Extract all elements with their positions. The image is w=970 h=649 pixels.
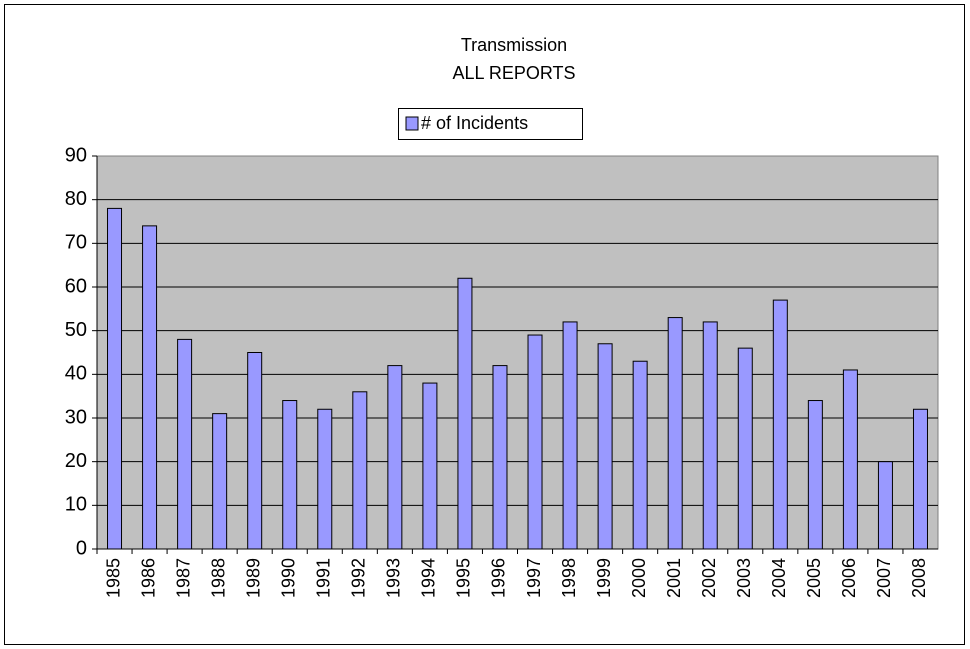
bar bbox=[247, 352, 263, 550]
x-tick-label: 1993 bbox=[384, 558, 404, 598]
x-tick-label: 1987 bbox=[173, 558, 193, 598]
bar bbox=[702, 321, 718, 550]
x-tick-label: 2001 bbox=[664, 558, 684, 598]
bar bbox=[317, 408, 333, 550]
x-tick-label: 1998 bbox=[559, 558, 579, 598]
x-tick-label: 1999 bbox=[594, 558, 614, 598]
legend-swatch bbox=[405, 116, 419, 131]
y-tick-label: 80 bbox=[65, 188, 87, 210]
bar bbox=[177, 338, 193, 550]
x-tick-label: 1986 bbox=[138, 558, 158, 598]
x-tick-label: 1992 bbox=[349, 558, 369, 598]
x-tick-label: 1996 bbox=[489, 558, 509, 598]
y-tick-label: 90 bbox=[65, 144, 87, 166]
plot-area bbox=[96, 155, 939, 550]
x-tick-label: 1985 bbox=[103, 558, 123, 598]
legend-label: # of Incidents bbox=[421, 113, 528, 133]
bar bbox=[737, 347, 753, 550]
y-tick-label: 10 bbox=[65, 494, 87, 516]
x-tick-label: 2005 bbox=[804, 558, 824, 598]
bar bbox=[842, 369, 858, 550]
y-tick-label: 20 bbox=[65, 450, 87, 472]
x-tick-label: 2006 bbox=[839, 558, 859, 598]
bar bbox=[597, 343, 613, 550]
x-tick-label: 1989 bbox=[243, 558, 263, 598]
bar bbox=[912, 408, 928, 550]
legend-box bbox=[398, 108, 583, 140]
bar bbox=[807, 400, 823, 550]
x-tick-label: 1991 bbox=[314, 558, 334, 598]
x-tick-label: 1994 bbox=[419, 558, 439, 598]
bar bbox=[772, 299, 788, 550]
bar bbox=[632, 360, 648, 550]
chart-subtitle: ALL REPORTS bbox=[452, 63, 575, 83]
bar bbox=[562, 321, 578, 550]
bar bbox=[387, 365, 403, 550]
bar bbox=[527, 334, 543, 550]
bar bbox=[492, 365, 508, 550]
bar bbox=[142, 225, 158, 550]
x-tick-label: 2002 bbox=[699, 558, 719, 598]
y-tick-label: 40 bbox=[65, 363, 87, 385]
chart-title: Transmission bbox=[461, 35, 567, 55]
bar bbox=[212, 413, 228, 550]
bar bbox=[877, 461, 893, 550]
y-tick-label: 70 bbox=[65, 232, 87, 254]
bar bbox=[282, 400, 298, 550]
x-tick-label: 2000 bbox=[629, 558, 649, 598]
x-tick-label: 2004 bbox=[769, 558, 789, 598]
x-tick-label: 2007 bbox=[874, 558, 894, 598]
y-tick-label: 50 bbox=[65, 319, 87, 341]
bar bbox=[667, 317, 683, 550]
bar bbox=[107, 207, 123, 550]
x-tick-label: 1997 bbox=[524, 558, 544, 598]
x-tick-label: 1988 bbox=[208, 558, 228, 598]
x-tick-label: 1995 bbox=[454, 558, 474, 598]
bar bbox=[422, 382, 438, 550]
bar bbox=[352, 391, 368, 550]
x-tick-label: 1990 bbox=[278, 558, 298, 598]
x-tick-label: 2003 bbox=[734, 558, 754, 598]
y-tick-label: 0 bbox=[76, 537, 87, 559]
bar bbox=[457, 277, 473, 550]
x-tick-label: 2008 bbox=[909, 558, 929, 598]
y-tick-label: 60 bbox=[65, 275, 87, 297]
y-tick-label: 30 bbox=[65, 406, 87, 428]
